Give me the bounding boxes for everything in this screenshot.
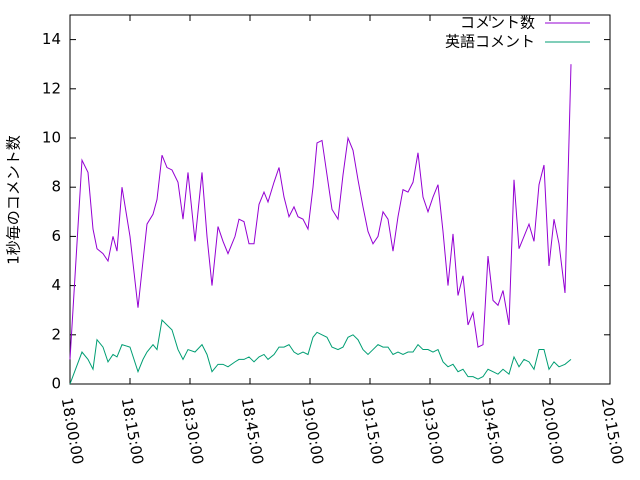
y-tick-label: 6 — [51, 227, 61, 245]
y-tick-label: 14 — [42, 30, 61, 48]
y-tick-label: 0 — [51, 375, 61, 393]
x-tick-label: 18:45:00 — [238, 396, 267, 465]
x-tick-label: 19:45:00 — [478, 396, 507, 465]
x-tick-label: 19:15:00 — [358, 396, 387, 465]
x-tick-label: 20:15:00 — [598, 396, 627, 465]
x-tick-label: 19:00:00 — [298, 396, 327, 465]
x-tick-label: 18:00:00 — [58, 396, 87, 465]
y-tick-label: 12 — [42, 79, 61, 97]
x-tick-label: 20:00:00 — [538, 396, 567, 465]
plot-frame — [69, 14, 611, 385]
y-tick-label: 2 — [51, 325, 61, 343]
x-tick-label: 18:15:00 — [118, 396, 147, 465]
y-axis-label: 1秒毎のコメント数 — [5, 135, 23, 265]
x-tick-label: 19:30:00 — [418, 396, 447, 465]
legend-label: 英語コメント — [445, 33, 535, 51]
series-line — [69, 319, 572, 385]
x-tick-label: 18:30:00 — [178, 396, 207, 465]
y-tick-label: 10 — [42, 129, 61, 147]
legend-label: コメント数 — [460, 14, 535, 32]
y-tick-label: 4 — [51, 276, 61, 294]
series-line — [69, 64, 572, 360]
y-tick-label: 8 — [51, 178, 61, 196]
